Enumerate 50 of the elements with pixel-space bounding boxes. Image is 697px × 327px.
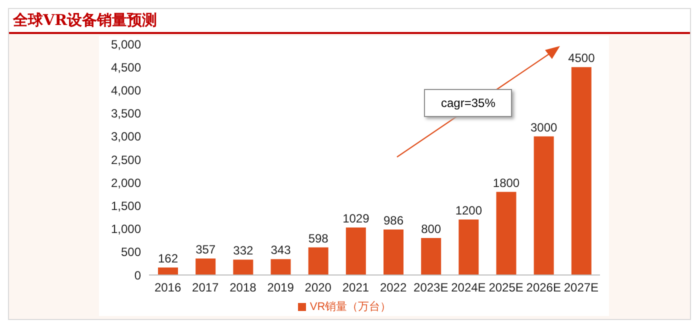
x-tick-label: 2016 — [154, 280, 182, 295]
data-label: 343 — [270, 243, 292, 258]
bar — [346, 227, 366, 275]
x-tick-label: 2021 — [342, 280, 370, 295]
y-tick-label: 0 — [134, 268, 142, 282]
chart-title: 全球VR设备销量预测 — [9, 9, 690, 34]
y-tick-label: 2,500 — [110, 152, 142, 167]
x-tick-label: 2026E — [526, 280, 561, 295]
bar — [233, 260, 254, 275]
y-tick-label: 1,000 — [110, 222, 142, 236]
bar — [458, 220, 479, 275]
bar — [384, 229, 404, 275]
x-tick-label: 2017 — [192, 280, 220, 295]
x-tick-label: 2023E — [414, 280, 448, 295]
data-label: 598 — [308, 231, 329, 246]
bar — [421, 238, 442, 275]
data-label: 1200 — [455, 204, 482, 218]
x-tick-label: 2018 — [230, 280, 257, 295]
x-tick-label: 2019 — [267, 280, 294, 295]
y-tick-label: 3,500 — [110, 106, 142, 121]
bar — [534, 136, 554, 275]
annotation: cagr=35% — [424, 89, 512, 117]
bar — [496, 192, 516, 275]
data-label: 4500 — [568, 51, 596, 66]
bar — [158, 268, 178, 275]
bar — [196, 258, 216, 275]
y-tick-label: 500 — [120, 245, 142, 260]
bar — [308, 247, 328, 275]
data-label: 800 — [421, 222, 442, 236]
y-tick-label: 2,000 — [110, 176, 142, 190]
y-tick-label: 3,000 — [110, 130, 142, 144]
x-tick-label: 2020 — [304, 280, 332, 295]
data-label: 1800 — [492, 176, 520, 190]
data-label: 3000 — [530, 120, 558, 134]
legend-label: VR销量（万台） — [310, 301, 392, 313]
x-tick-label: 2022 — [380, 280, 407, 295]
y-tick-label: 4,500 — [110, 60, 142, 74]
data-label: 332 — [233, 244, 254, 258]
data-label: 986 — [383, 213, 404, 228]
bar — [571, 67, 592, 275]
y-tick-label: 1,500 — [110, 198, 142, 213]
y-tick-label: 5,000 — [110, 37, 142, 52]
x-tick-label: 2024E — [451, 280, 486, 295]
bar — [270, 259, 291, 275]
data-label: 162 — [158, 252, 178, 266]
data-label: 357 — [196, 242, 216, 257]
x-tick-label: 2027E — [564, 280, 599, 295]
data-label: 1029 — [342, 211, 370, 226]
x-tick-label: 2025E — [488, 280, 524, 295]
y-tick-label: 4,000 — [110, 83, 142, 98]
